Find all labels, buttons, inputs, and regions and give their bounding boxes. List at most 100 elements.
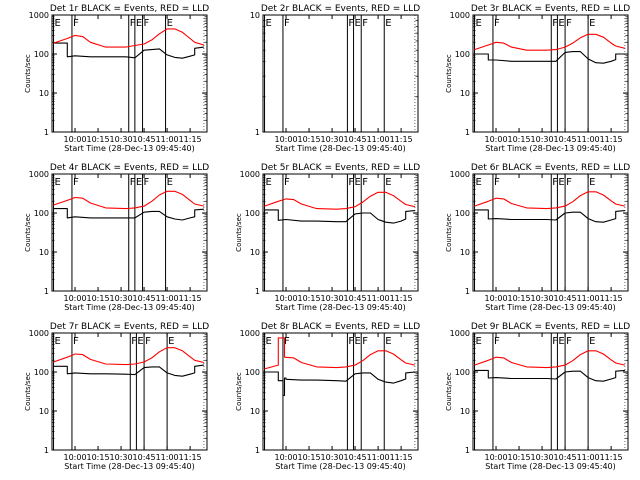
- x-tick-label: 10:45: [344, 453, 367, 462]
- flag-label: F: [73, 18, 79, 29]
- flag-label: E: [589, 336, 595, 347]
- y-tick-label: 100: [34, 50, 49, 59]
- panel-title: Det 9r BLACK = Events, RED = LLD: [471, 322, 630, 332]
- plot-frame: [472, 173, 629, 292]
- flag-label: F: [362, 336, 368, 347]
- flag-label: E: [167, 18, 173, 29]
- plot-frame: [51, 14, 208, 133]
- x-tick-label: 11:15: [600, 294, 623, 303]
- y-tick-label: 100: [455, 368, 470, 377]
- lld-rate-line: [474, 191, 626, 210]
- flag-label: F: [348, 336, 354, 347]
- y-tick-label: 1: [465, 128, 470, 137]
- x-tick-label: 10:45: [344, 135, 367, 144]
- flag-label: E: [167, 177, 173, 188]
- x-tick-label: 10:30: [321, 135, 344, 144]
- flag-label: E: [55, 336, 61, 347]
- x-tick-label: 10:30: [531, 135, 554, 144]
- flag-label: F: [552, 336, 558, 347]
- y-tick-label: 1000: [450, 11, 470, 20]
- x-tick-label: 10:00: [63, 135, 86, 144]
- x-axis-label: Start Time (28-Dec-13 09:45:40): [485, 144, 616, 153]
- x-tick-label: 10:00: [63, 453, 86, 462]
- x-tick-label: 10:30: [110, 453, 133, 462]
- x-tick-label: 10:00: [484, 294, 507, 303]
- events-rate-line: [53, 208, 204, 221]
- x-axis-label: Start Time (28-Dec-13 09:45:40): [64, 462, 195, 471]
- x-axis-label: Start Time (28-Dec-13 09:45:40): [275, 144, 406, 153]
- x-axis-label: Start Time (28-Dec-13 09:45:40): [485, 303, 616, 312]
- flag-label: F: [552, 177, 558, 188]
- flag-label: F: [144, 18, 150, 29]
- x-tick-label: 11:00: [156, 294, 179, 303]
- y-tick-label: 1000: [450, 170, 470, 179]
- x-tick-label: 10:15: [298, 294, 321, 303]
- flag-label: F: [131, 336, 137, 347]
- events-rate-line: [53, 42, 204, 59]
- y-tick-label: 10: [39, 407, 49, 416]
- x-tick-label: 11:00: [156, 453, 179, 462]
- x-tick-label: 10:15: [87, 453, 110, 462]
- y-axis-label: Counts/sec: [24, 372, 32, 411]
- plot-frame: [262, 332, 419, 451]
- lld-rate-line: [53, 190, 205, 210]
- y-tick-label: 1: [465, 287, 470, 296]
- flag-label: E: [55, 18, 61, 29]
- y-tick-label: 10: [250, 11, 260, 20]
- x-tick-label: 10:00: [63, 294, 86, 303]
- x-tick-label: 10:00: [274, 135, 297, 144]
- events-rate-line: [264, 371, 415, 397]
- panel-title: Det 7r BLACK = Events, RED = LLD: [50, 322, 209, 332]
- panel-title: Det 5r BLACK = Events, RED = LLD: [261, 163, 420, 173]
- flag-label: E: [136, 177, 142, 188]
- y-axis-label: Counts/sec: [445, 372, 453, 411]
- x-tick-label: 11:15: [179, 135, 202, 144]
- x-tick-label: 10:15: [508, 294, 531, 303]
- y-tick-label: 1000: [29, 11, 49, 20]
- flag-label: E: [266, 18, 272, 29]
- panel-title: Det 6r BLACK = Events, RED = LLD: [471, 163, 630, 173]
- x-tick-label: 10:00: [274, 294, 297, 303]
- y-tick-label: 1: [255, 446, 260, 455]
- plot-frame: [51, 332, 208, 451]
- x-tick-label: 11:15: [600, 135, 623, 144]
- x-tick-label: 10:45: [133, 135, 156, 144]
- events-rate-line: [53, 364, 204, 377]
- flag-label: F: [284, 336, 290, 347]
- flag-label: E: [476, 336, 482, 347]
- flag-label: E: [55, 177, 61, 188]
- flag-label: F: [494, 336, 500, 347]
- x-tick-label: 10:30: [531, 294, 554, 303]
- panel-title: Det 1r BLACK = Events, RED = LLD: [50, 4, 209, 14]
- x-tick-label: 10:30: [110, 135, 133, 144]
- x-tick-label: 10:15: [87, 294, 110, 303]
- plot-frame: [472, 14, 629, 133]
- x-tick-label: 10:45: [554, 135, 577, 144]
- y-tick-label: 100: [245, 209, 260, 218]
- x-tick-label: 10:15: [298, 453, 321, 462]
- flag-label: E: [266, 177, 272, 188]
- flag-label: F: [145, 336, 151, 347]
- panel-title: Det 8r BLACK = Events, RED = LLD: [261, 322, 420, 332]
- flag-label: F: [566, 18, 572, 29]
- x-tick-label: 10:15: [508, 453, 531, 462]
- panel-title: Det 3r BLACK = Events, RED = LLD: [471, 4, 630, 14]
- x-tick-label: 10:00: [484, 135, 507, 144]
- flag-label: E: [476, 177, 482, 188]
- lld-rate-line: [264, 191, 416, 210]
- x-tick-label: 11:00: [577, 453, 600, 462]
- flag-label: F: [130, 18, 136, 29]
- y-axis-label: Counts/sec: [235, 213, 243, 252]
- x-tick-label: 11:00: [577, 135, 600, 144]
- x-tick-label: 11:00: [577, 294, 600, 303]
- y-tick-label: 10: [460, 89, 470, 98]
- flag-label: F: [144, 177, 150, 188]
- flag-label: F: [73, 336, 79, 347]
- x-tick-label: 10:30: [110, 294, 133, 303]
- x-tick-label: 11:15: [179, 453, 202, 462]
- y-tick-label: 1000: [29, 329, 49, 338]
- lld-rate-line: [474, 33, 626, 51]
